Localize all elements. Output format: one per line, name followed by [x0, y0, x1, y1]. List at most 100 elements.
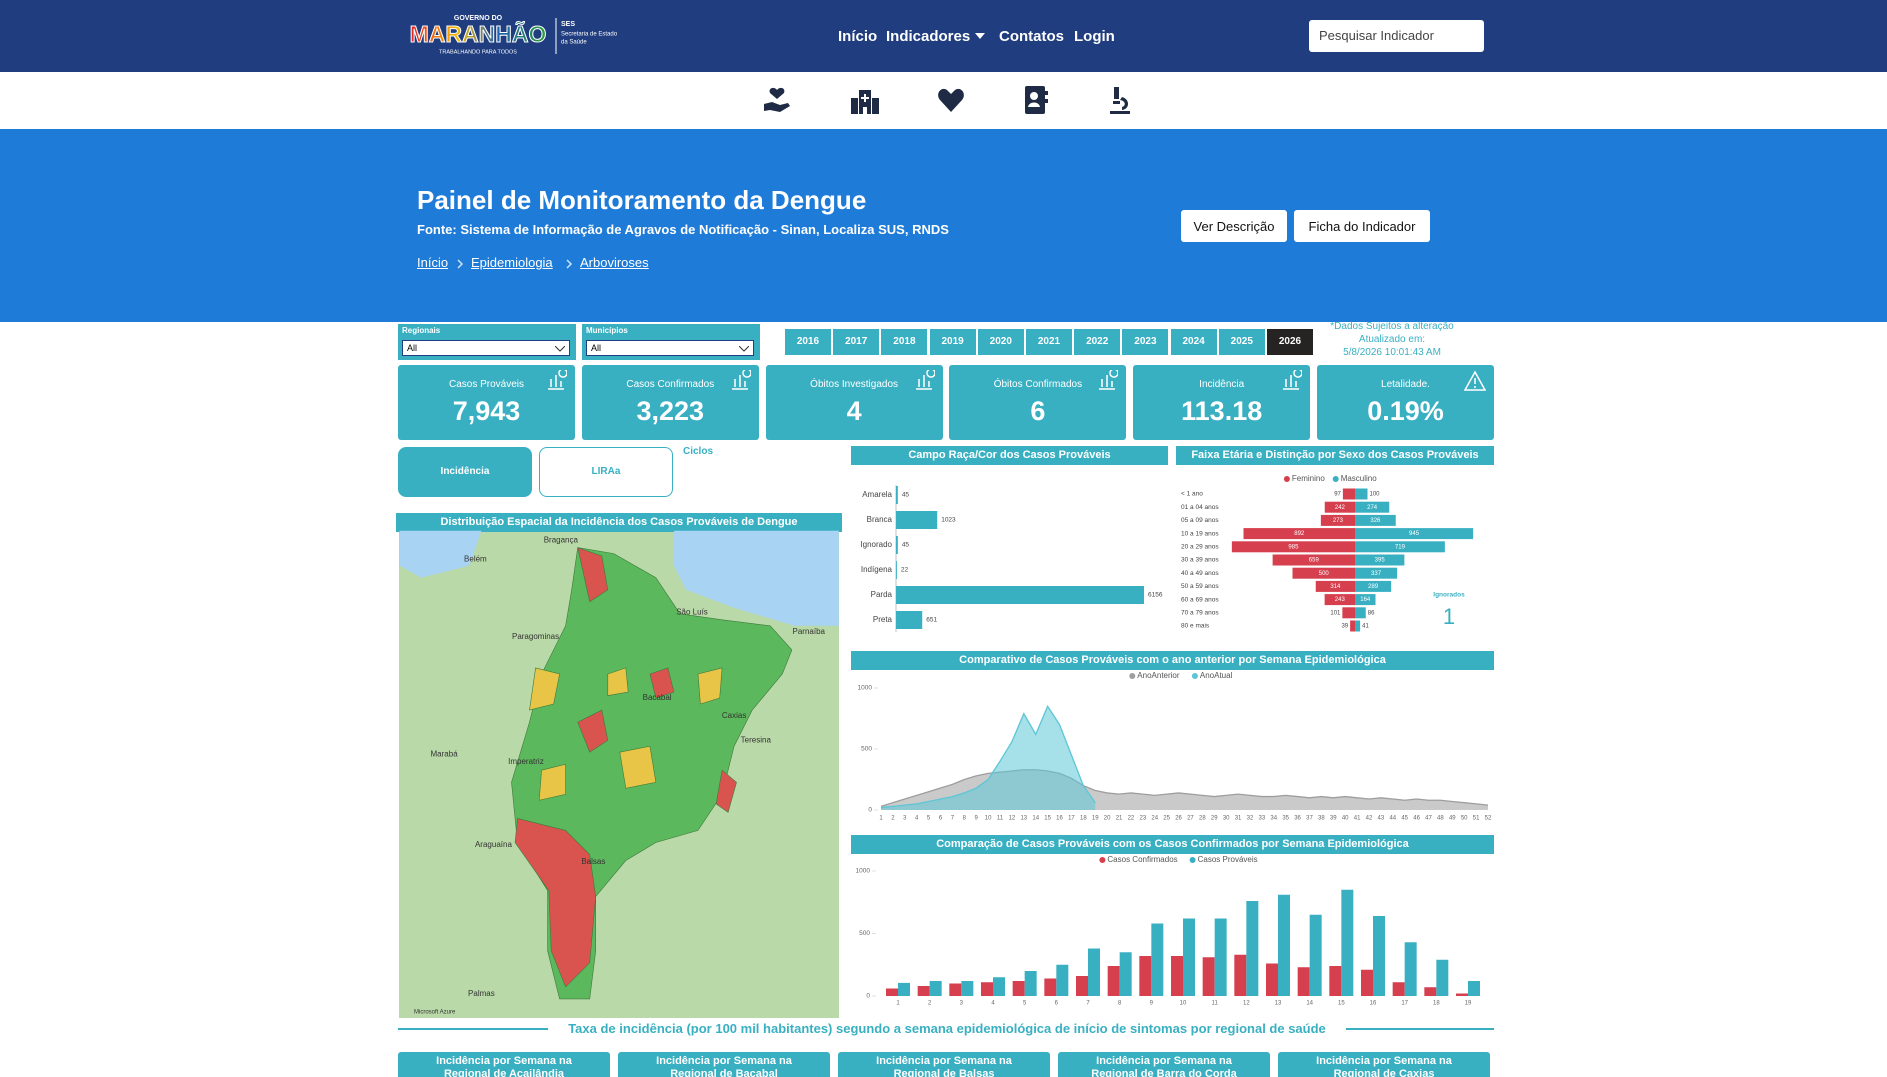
- kpi-icon: [1464, 370, 1486, 391]
- kpi-card: Óbitos Investigados 4: [765, 365, 943, 440]
- nav-link[interactable]: Login: [1074, 28, 1115, 45]
- logo[interactable]: GOVERNO DO MARANHÃO TRABALHANDO PARA TOD…: [408, 12, 630, 60]
- chart-title: Campo Raça/Cor dos Casos Prováveis: [851, 446, 1168, 465]
- icon-shape: [1099, 370, 1119, 390]
- icon-shape: [1283, 370, 1303, 390]
- filter-label: Municípios: [586, 326, 628, 335]
- kpi-label: Letalidade.: [1381, 379, 1430, 390]
- breadcrumb-separator: [566, 259, 573, 269]
- kpi-label: Óbitos Investigados: [810, 379, 898, 390]
- nav-link[interactable]: Contatos: [999, 28, 1064, 45]
- chart-panel: Distribuição Espacial da Incidência dos …: [396, 513, 842, 1020]
- icon-bar: [0, 72, 1887, 129]
- caret: [555, 346, 565, 352]
- logo-top: GOVERNO DO: [454, 15, 503, 22]
- caret: [739, 346, 749, 352]
- kpi-label: Óbitos Confirmados: [993, 379, 1083, 390]
- year-button[interactable]: 2016: [785, 329, 831, 355]
- icon-hospital[interactable]: [849, 86, 881, 116]
- chart-panel: Campo Raça/Cor dos Casos Prováveis: [851, 446, 1168, 644]
- button[interactable]: Ficha do Indicador: [1294, 210, 1430, 242]
- logo-ses-name: da Saúde: [561, 40, 587, 46]
- filter: Regionais All: [398, 324, 576, 360]
- top-bar: GOVERNO DO MARANHÃO TRABALHANDO PARA TOD…: [0, 0, 1887, 72]
- icon-shape: [1464, 370, 1486, 391]
- kpi-card: Incidência 113.18: [1133, 365, 1311, 440]
- breadcrumb-link[interactable]: Início: [417, 255, 449, 270]
- dropdown-caret: [555, 346, 565, 352]
- kpi-value: 0.19%: [1367, 396, 1444, 426]
- kpi-value: 7,943: [452, 396, 521, 426]
- logo-tagline: TRABALHANDO PARA TODOS: [439, 49, 517, 55]
- dropdown[interactable]: All: [402, 340, 570, 356]
- breadcrumb-separator: [457, 259, 464, 269]
- kpi-card: Casos Prováveis 7,943: [398, 365, 575, 440]
- filter: Municípios All: [582, 324, 760, 360]
- icon-shape: [731, 370, 751, 390]
- year-button[interactable]: 2019: [929, 329, 976, 355]
- icon-shape: [915, 370, 935, 390]
- search-input[interactable]: Pesquisar Indicador: [1309, 20, 1484, 52]
- kpi-icon: [548, 370, 567, 390]
- dropdown[interactable]: All: [586, 340, 754, 356]
- dropdown-value: All: [407, 343, 418, 353]
- page-title: Painel de Monitoramento da Dengue: [417, 185, 867, 215]
- kpi-value: 4: [846, 396, 862, 426]
- filter-label: Regionais: [402, 326, 441, 335]
- year-button[interactable]: 2022: [1074, 329, 1121, 355]
- year-button[interactable]: 2024: [1170, 329, 1217, 355]
- region-card[interactable]: Incidência por Semana na Regional de Bal…: [838, 1052, 1050, 1077]
- region-card[interactable]: Incidência por Semana na Regional de Aça…: [398, 1052, 610, 1077]
- kpi-label: Incidência: [1199, 379, 1245, 390]
- year-button[interactable]: 2020: [977, 329, 1024, 355]
- breadcrumb-link[interactable]: Epidemiologia: [471, 255, 553, 270]
- region-card[interactable]: Incidência por Semana na Regional de Cax…: [1278, 1052, 1490, 1077]
- year-button[interactable]: 2018: [881, 329, 928, 355]
- kpi-icon: [915, 370, 935, 390]
- year-button[interactable]: 2017: [833, 329, 880, 355]
- chart-title: Faixa Etária e Distinção por Sexo dos Ca…: [1176, 446, 1494, 465]
- kpi-card: Casos Confirmados 3,223: [581, 365, 759, 440]
- kpi-icon: [1283, 370, 1303, 390]
- dropdown-value: All: [591, 343, 602, 353]
- year-button[interactable]: 2025: [1218, 329, 1265, 355]
- icon-heart[interactable]: [937, 87, 965, 113]
- logo-ses-name: Secretaria de Estado: [561, 32, 618, 38]
- chart-title: Distribuição Espacial da Incidência dos …: [396, 513, 842, 532]
- kpi-label: Casos Confirmados: [626, 379, 715, 390]
- year-button[interactable]: 2023: [1122, 329, 1169, 355]
- nav-link[interactable]: Início: [838, 28, 878, 45]
- button[interactable]: Ver Descrição: [1181, 210, 1287, 242]
- kpi-card: Óbitos Confirmados 6: [949, 365, 1127, 440]
- tab-button[interactable]: LIRAa: [539, 447, 673, 497]
- region-card[interactable]: Incidência por Semana na Regional de Bac…: [618, 1052, 830, 1077]
- year-button[interactable]: 2021: [1026, 329, 1072, 355]
- region-card[interactable]: Incidência por Semana na Regional de Bar…: [1058, 1052, 1270, 1077]
- update-notice: Atualizado em:: [1358, 334, 1426, 345]
- nav-link[interactable]: Indicadores: [886, 28, 971, 45]
- year-button[interactable]: 2026: [1267, 329, 1313, 355]
- section-title: Taxa de incidência (por 100 mil habitant…: [568, 1021, 1326, 1036]
- kpi-value: 6: [1030, 396, 1046, 426]
- chart-panel: Faixa Etária e Distinção por Sexo dos Ca…: [1176, 446, 1494, 644]
- dropdown-caret[interactable]: [975, 33, 985, 39]
- breadcrumb-link[interactable]: Arboviroses: [580, 255, 649, 270]
- icon-care[interactable]: [762, 86, 792, 116]
- logo-title: MARANHÃO: [410, 20, 547, 47]
- logo-ses: SES: [561, 21, 575, 28]
- icon-contacts[interactable]: [1022, 85, 1048, 115]
- kpi-card: Letalidade. 0.19%: [1317, 365, 1494, 440]
- update-notice: 5/8/2026 10:01:43 AM: [1343, 347, 1441, 358]
- chart-title: Comparação de Casos Prováveis com os Cas…: [851, 835, 1494, 854]
- page-source: Fonte: Sistema de Informação de Agravos …: [417, 222, 949, 237]
- hero: Painel de Monitoramento da Dengue Fonte:…: [0, 129, 1887, 322]
- update-notice: *Dados Sujeitos a alteração: [1330, 321, 1454, 332]
- kpi-label: Casos Prováveis: [448, 379, 525, 390]
- chart-title: Comparativo de Casos Prováveis com o ano…: [851, 651, 1494, 670]
- kpi-value: 3,223: [636, 396, 705, 426]
- kpi-icon: [1099, 370, 1119, 390]
- dropdown-caret: [739, 346, 749, 352]
- tab-button[interactable]: Incidência: [398, 447, 532, 497]
- icon-microscope[interactable]: [1104, 85, 1132, 115]
